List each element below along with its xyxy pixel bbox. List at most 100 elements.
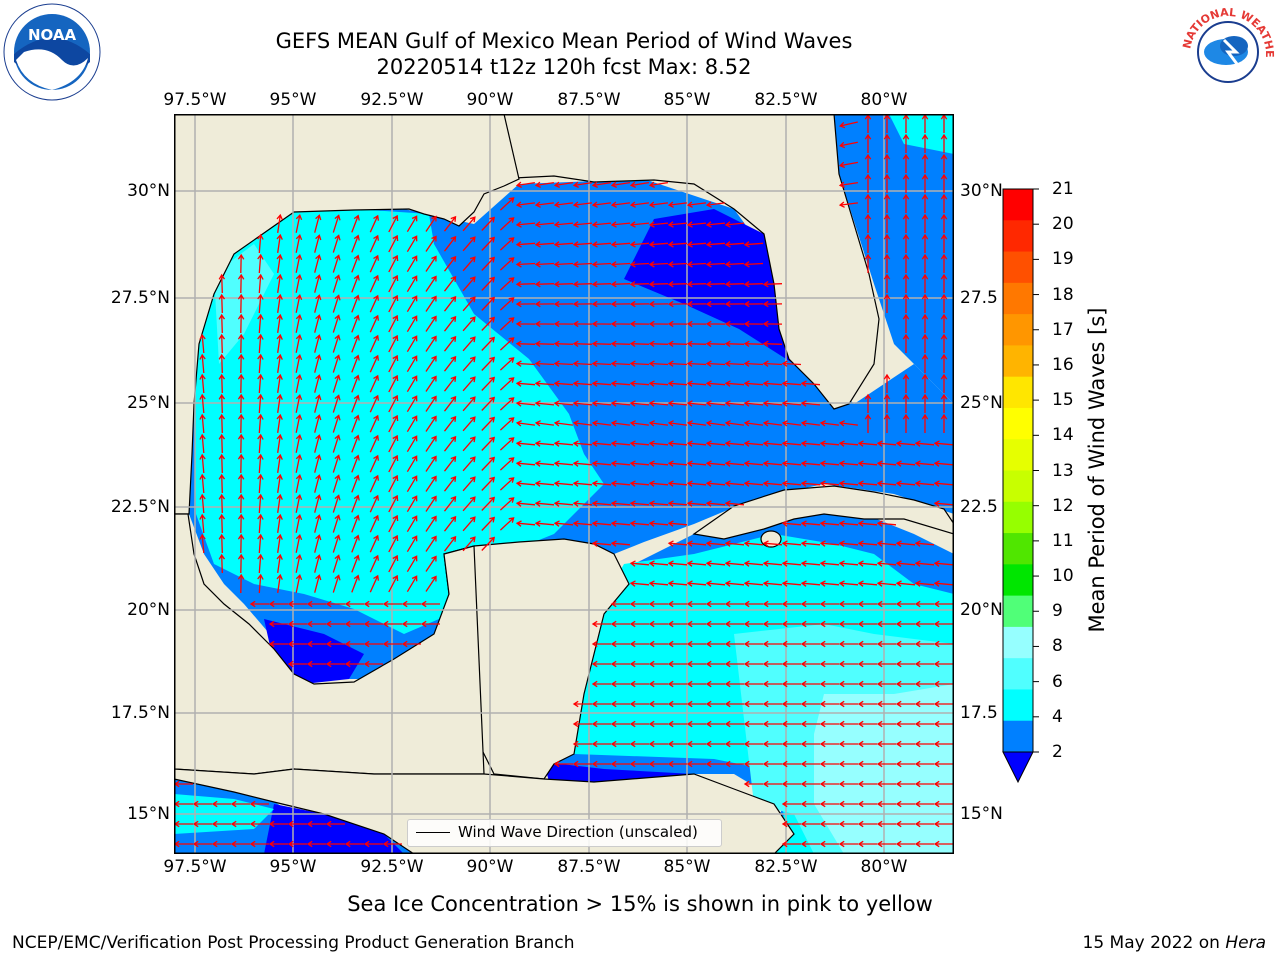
- wind-wave-arrow: [369, 554, 380, 573]
- wind-wave-arrow: [499, 417, 515, 431]
- wind-wave-arrow: [648, 300, 669, 308]
- wind-wave-arrow: [857, 480, 878, 487]
- wind-wave-arrow: [295, 514, 303, 533]
- wind-wave-arrow: [762, 620, 782, 628]
- wind-wave-arrow: [743, 720, 763, 728]
- wind-wave-arrow: [648, 580, 669, 587]
- wind-wave-arrow: [876, 800, 896, 808]
- wind-wave-arrow: [572, 700, 592, 708]
- wind-wave-arrow: [921, 193, 929, 213]
- lon-label-bottom: 87.5°W: [557, 857, 621, 877]
- wind-wave-arrow: [295, 354, 303, 373]
- colorbar-tick-label: 13: [1052, 460, 1074, 481]
- wind-wave-arrow: [724, 760, 744, 768]
- nws-logo: NATIONAL WEATHER SERVICE: [1176, 0, 1276, 102]
- wind-wave-arrow: [883, 153, 891, 173]
- wind-wave-arrow: [610, 520, 631, 527]
- wind-wave-arrow: [425, 375, 437, 392]
- wind-wave-arrow: [781, 400, 802, 407]
- wind-wave-arrow: [705, 560, 726, 567]
- wind-wave-arrow: [369, 214, 380, 233]
- wind-wave-arrow: [332, 234, 341, 253]
- wind-wave-arrow: [933, 680, 953, 688]
- wind-wave-arrow: [610, 700, 630, 708]
- wind-wave-arrow: [481, 356, 496, 371]
- lat-label-left: 25°N: [127, 393, 170, 413]
- wind-wave-arrow: [199, 413, 206, 434]
- wind-wave-arrow: [648, 500, 669, 507]
- wind-wave-arrow: [591, 221, 612, 228]
- wind-wave-arrow: [257, 273, 264, 294]
- wind-wave-arrow: [369, 514, 380, 533]
- wind-wave-arrow: [940, 293, 948, 313]
- wind-wave-arrow: [276, 353, 283, 373]
- colorbar-tick-label: 4: [1052, 706, 1063, 727]
- lon-label-top: 90°W: [466, 90, 514, 110]
- wind-wave-arrow: [902, 413, 910, 433]
- legend: Wind Wave Direction (unscaled): [407, 819, 722, 847]
- wind-wave-arrow: [705, 680, 725, 688]
- wind-wave-arrow: [314, 474, 322, 493]
- wind-wave-arrow: [781, 740, 801, 748]
- wind-wave-arrow: [705, 221, 726, 228]
- wind-wave-arrow: [610, 440, 631, 447]
- wind-wave-arrow: [667, 580, 688, 587]
- wind-wave-arrow: [237, 453, 245, 474]
- period-4-6-west-gulf: [194, 209, 604, 634]
- wind-wave-arrow: [325, 600, 345, 608]
- wind-wave-arrow: [351, 234, 360, 253]
- wind-wave-arrow: [648, 700, 668, 708]
- wind-wave-arrow: [648, 420, 668, 427]
- wind-wave-arrow: [481, 536, 496, 551]
- wind-wave-arrow: [534, 360, 555, 367]
- wind-wave-arrow: [781, 460, 802, 467]
- wind-wave-arrow: [667, 700, 687, 708]
- wind-wave-arrow: [724, 600, 744, 608]
- wind-wave-arrow: [800, 660, 820, 668]
- footer-date: 15 May 2022 on Hera: [1083, 933, 1267, 953]
- wind-wave-arrow: [800, 460, 821, 467]
- colorbar-block: [1003, 626, 1033, 659]
- wind-wave-arrow: [481, 296, 496, 311]
- wind-wave-arrow: [724, 340, 745, 348]
- wind-wave-arrow: [629, 340, 650, 348]
- wind-wave-arrow: [648, 181, 669, 188]
- wind-wave-arrow: [762, 460, 783, 467]
- wind-wave-arrow: [534, 300, 555, 308]
- wind-wave-arrow: [743, 620, 763, 628]
- wind-wave-arrow: [591, 700, 611, 708]
- wind-wave-arrow: [743, 261, 764, 268]
- wind-wave-arrow: [332, 374, 341, 393]
- wind-wave-arrow: [838, 181, 859, 188]
- wind-wave-arrow: [686, 560, 707, 567]
- wind-wave-arrow: [705, 540, 726, 547]
- colorbar-tick-label: 11: [1052, 530, 1074, 551]
- wind-wave-arrow: [940, 393, 948, 413]
- wind-wave-arrow: [287, 640, 307, 648]
- wind-wave-arrow: [819, 420, 839, 427]
- wind-wave-arrow: [648, 560, 669, 567]
- wind-wave-arrow: [705, 600, 725, 608]
- wind-wave-arrow: [762, 660, 782, 668]
- wind-wave-arrow: [686, 600, 706, 608]
- wind-wave-arrow: [876, 640, 896, 648]
- wind-wave-arrow: [705, 360, 726, 367]
- wind-wave-arrow: [838, 460, 859, 467]
- wind-wave-arrow: [425, 315, 437, 332]
- wind-wave-arrow: [515, 480, 536, 487]
- wind-wave-arrow: [800, 560, 821, 567]
- wind-wave-arrows: [174, 114, 954, 848]
- wind-wave-arrow: [515, 420, 535, 427]
- wind-wave-arrow: [351, 334, 360, 353]
- wind-wave-arrow: [610, 760, 630, 768]
- wind-wave-arrow: [211, 800, 231, 808]
- wind-wave-arrow: [314, 374, 322, 393]
- wind-wave-arrow: [629, 700, 649, 708]
- wind-wave-arrow: [724, 640, 744, 648]
- wind-wave-arrow: [515, 360, 536, 367]
- wind-wave-arrow: [406, 355, 418, 373]
- wind-wave-arrow: [864, 393, 872, 413]
- wind-wave-arrow: [369, 454, 380, 473]
- wind-wave-arrow: [743, 560, 764, 567]
- wind-wave-arrow: [781, 420, 801, 427]
